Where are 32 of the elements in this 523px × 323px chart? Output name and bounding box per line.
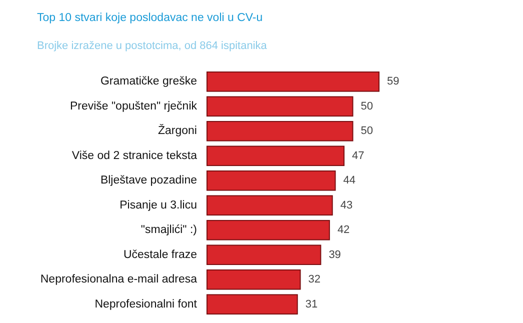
chart-subtitle: Brojke izražene u postotcima, od 864 ispitanika <box>37 40 268 52</box>
data-label: 31 <box>305 298 318 310</box>
y-tick-label: Žargoni <box>158 123 197 138</box>
y-tick-label: Više od 2 stranice teksta <box>72 150 198 162</box>
y-tick-label: Neprofesionalna e-mail adresa <box>40 274 198 286</box>
chart-title: Top 10 stvari koje poslodavac ne voli u CV-u <box>37 12 263 24</box>
y-tick-label: Neprofesionalni font <box>94 298 198 310</box>
bar <box>206 120 354 142</box>
bar <box>206 195 333 216</box>
bar <box>206 146 345 166</box>
data-label: 42 <box>337 224 350 236</box>
y-tick-label: Pisanje u 3.licu <box>120 199 197 212</box>
data-label: 32 <box>308 274 321 286</box>
y-tick-label: "smajlići" :) <box>140 224 198 236</box>
data-label: 59 <box>387 76 400 88</box>
bar <box>206 269 301 290</box>
bar <box>206 96 354 117</box>
data-label: 44 <box>343 174 356 187</box>
data-label: 50 <box>360 125 374 138</box>
data-label: 47 <box>352 150 364 162</box>
data-label: 39 <box>328 248 341 261</box>
bar <box>206 220 330 240</box>
bar <box>206 244 322 266</box>
y-tick-label: Gramatičke greške <box>100 76 197 88</box>
y-tick-label: Učestale fraze <box>123 248 197 261</box>
data-label: 43 <box>340 199 353 212</box>
y-tick-label: Previše "opušten" rječnik <box>70 100 198 112</box>
data-label: 50 <box>360 100 374 112</box>
bar <box>206 170 336 191</box>
y-tick-label: Blještave pozadine <box>100 174 197 187</box>
bar <box>206 294 298 314</box>
bar <box>206 72 380 92</box>
